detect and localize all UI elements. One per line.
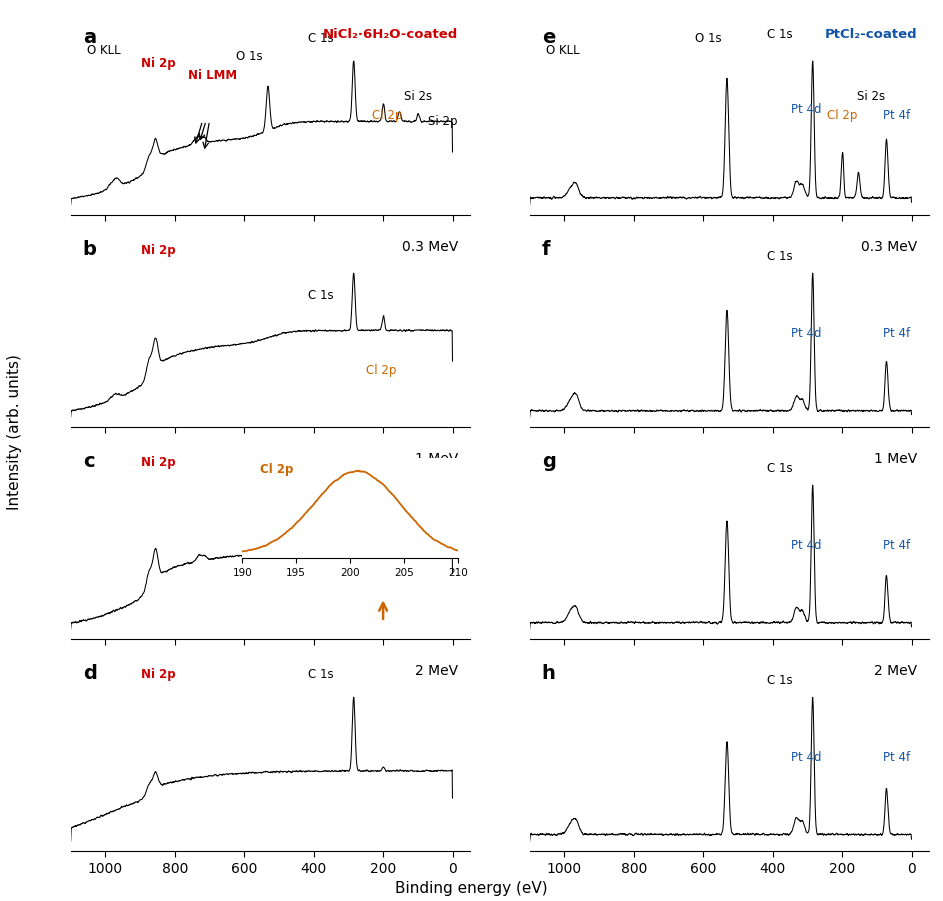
Text: C 1s: C 1s [768, 250, 793, 263]
Text: C 1s: C 1s [768, 462, 793, 475]
Text: 2 MeV: 2 MeV [415, 664, 458, 678]
Text: Pt 4f: Pt 4f [883, 751, 910, 764]
Text: NiCl₂·6H₂O-coated: NiCl₂·6H₂O-coated [323, 28, 458, 41]
Text: 2 MeV: 2 MeV [874, 664, 917, 678]
Text: C 1s: C 1s [768, 674, 793, 687]
Text: e: e [541, 28, 555, 48]
Text: Cl 2p: Cl 2p [372, 109, 403, 123]
Text: Intensity (arb. units): Intensity (arb. units) [7, 354, 22, 511]
Text: Pt 4d: Pt 4d [791, 104, 821, 116]
Text: Cl 2p: Cl 2p [827, 109, 857, 123]
Text: Ni 2p: Ni 2p [141, 58, 175, 70]
Text: Pt 4f: Pt 4f [883, 109, 910, 123]
Text: 0.3 MeV: 0.3 MeV [861, 241, 917, 254]
Text: c: c [83, 452, 94, 471]
Text: Ni 2p: Ni 2p [141, 244, 175, 257]
Text: b: b [83, 241, 96, 259]
Text: 0.3 MeV: 0.3 MeV [402, 241, 458, 254]
Text: Ni 2p: Ni 2p [141, 456, 175, 469]
Text: C 1s: C 1s [308, 288, 334, 302]
Text: Pt 4d: Pt 4d [791, 751, 821, 764]
Text: a: a [83, 28, 96, 48]
Text: C 1s: C 1s [768, 28, 793, 41]
Text: O 1s: O 1s [237, 50, 263, 62]
Text: Si 2s: Si 2s [857, 90, 885, 103]
Text: Ni LMM: Ni LMM [189, 68, 238, 82]
Text: Si 2p: Si 2p [428, 115, 457, 128]
Text: h: h [541, 664, 555, 684]
Text: 1 MeV: 1 MeV [415, 452, 458, 467]
Text: Ni 2p: Ni 2p [141, 669, 175, 681]
Text: Pt 4f: Pt 4f [883, 327, 910, 340]
Text: C 1s: C 1s [308, 32, 334, 45]
Text: 1 MeV: 1 MeV [873, 452, 917, 467]
Text: Si 2s: Si 2s [404, 90, 432, 103]
Text: O KLL: O KLL [546, 44, 579, 57]
Text: O 1s: O 1s [695, 32, 722, 45]
Text: Pt 4d: Pt 4d [791, 327, 821, 340]
Text: Pt 4d: Pt 4d [791, 539, 821, 552]
Text: O KLL: O KLL [87, 44, 121, 57]
Text: d: d [83, 664, 96, 684]
Text: PtCl₂-coated: PtCl₂-coated [824, 28, 917, 41]
Text: Cl 2p: Cl 2p [366, 364, 396, 377]
Text: C 1s: C 1s [308, 669, 334, 681]
Text: f: f [541, 241, 550, 259]
Text: g: g [541, 452, 555, 471]
Text: Binding energy (eV): Binding energy (eV) [395, 881, 548, 896]
Text: Pt 4f: Pt 4f [883, 539, 910, 552]
